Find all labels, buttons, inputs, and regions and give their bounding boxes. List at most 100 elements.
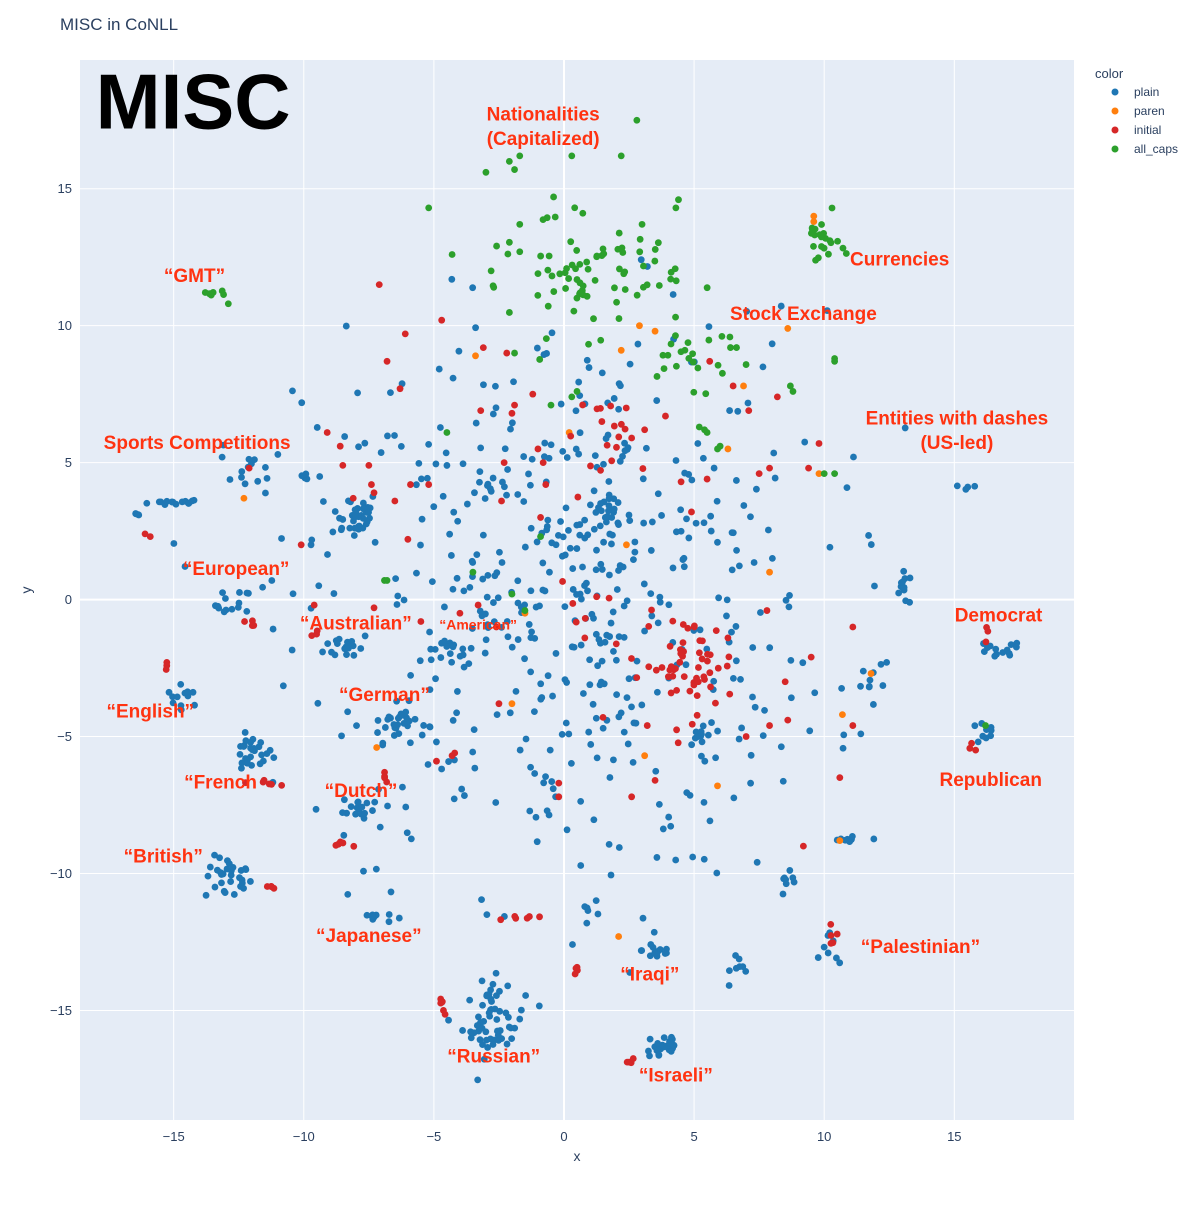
data-point-plain bbox=[558, 552, 566, 560]
data-point-plain bbox=[660, 1034, 668, 1041]
data-point-plain bbox=[605, 840, 613, 848]
data-point-plain bbox=[619, 452, 626, 460]
y-tick-label: −15 bbox=[50, 1003, 72, 1018]
data-point-plain bbox=[779, 777, 787, 785]
data-point-plain bbox=[163, 497, 171, 505]
data-point-plain bbox=[398, 711, 406, 719]
data-point-plain bbox=[516, 1015, 524, 1023]
data-point-plain bbox=[365, 508, 372, 516]
data-point-paren bbox=[636, 322, 643, 330]
data-point-plain bbox=[539, 559, 547, 567]
data-point-plain bbox=[374, 717, 382, 724]
data-point-plain bbox=[601, 514, 609, 521]
data-point-plain bbox=[527, 524, 535, 532]
data-point-plain bbox=[405, 697, 413, 705]
data-point-plain bbox=[653, 854, 661, 861]
data-point-plain bbox=[520, 498, 528, 505]
data-point-all_caps bbox=[726, 333, 734, 341]
data-point-all_caps bbox=[714, 361, 722, 369]
data-point-initial bbox=[766, 722, 773, 729]
data-point-initial bbox=[645, 663, 653, 671]
legend-item-all_caps[interactable]: all_caps bbox=[1111, 142, 1179, 156]
data-point-plain bbox=[654, 490, 662, 498]
data-point-all_caps bbox=[690, 388, 698, 396]
data-point-plain bbox=[504, 633, 512, 641]
data-point-plain bbox=[363, 799, 371, 807]
data-point-plain bbox=[472, 419, 480, 427]
data-point-plain bbox=[806, 727, 814, 735]
data-point-plain bbox=[188, 497, 196, 505]
data-point-plain bbox=[438, 765, 446, 773]
data-point-plain bbox=[753, 858, 761, 866]
data-point-plain bbox=[508, 1035, 516, 1043]
data-point-plain bbox=[865, 532, 872, 539]
data-point-all_caps bbox=[573, 276, 581, 283]
data-point-initial bbox=[492, 623, 500, 631]
legend-item-paren[interactable]: paren bbox=[1111, 104, 1165, 118]
data-point-plain bbox=[313, 424, 321, 431]
data-point-plain bbox=[315, 582, 323, 590]
data-point-all_caps bbox=[742, 361, 750, 368]
data-point-plain bbox=[683, 515, 690, 523]
data-point-plain bbox=[576, 531, 584, 539]
data-point-plain bbox=[573, 545, 581, 552]
data-point-plain bbox=[562, 719, 570, 727]
data-point-plain bbox=[638, 701, 646, 709]
data-point-all_caps bbox=[831, 470, 839, 477]
data-point-all_caps bbox=[469, 568, 477, 576]
data-point-plain bbox=[610, 756, 617, 764]
data-point-plain bbox=[739, 963, 747, 971]
data-point-plain bbox=[596, 522, 604, 530]
data-point-plain bbox=[659, 1041, 666, 1049]
data-point-plain bbox=[859, 667, 867, 675]
data-point-initial bbox=[972, 746, 980, 754]
data-point-plain bbox=[368, 913, 376, 921]
data-point-all_caps bbox=[570, 307, 578, 315]
annotation-label: “British” bbox=[124, 847, 203, 868]
data-point-all_caps bbox=[685, 354, 693, 362]
data-point-plain bbox=[582, 579, 590, 587]
data-point-initial bbox=[500, 459, 508, 467]
data-point-plain bbox=[484, 571, 492, 579]
data-point-initial bbox=[479, 344, 487, 351]
data-point-all_caps bbox=[584, 265, 592, 273]
data-point-paren bbox=[641, 752, 649, 760]
data-point-initial bbox=[313, 630, 320, 638]
data-point-initial bbox=[248, 622, 256, 629]
data-point-all_caps bbox=[539, 216, 547, 224]
data-point-plain bbox=[324, 640, 332, 647]
data-point-plain bbox=[672, 457, 680, 464]
data-point-all_caps bbox=[982, 722, 989, 729]
data-point-plain bbox=[177, 702, 185, 710]
data-point-plain bbox=[453, 709, 461, 717]
data-point-plain bbox=[479, 1001, 486, 1009]
data-point-plain bbox=[533, 838, 541, 846]
data-point-plain bbox=[552, 650, 560, 657]
legend-item-initial[interactable]: initial bbox=[1111, 123, 1162, 137]
data-point-initial bbox=[706, 651, 714, 659]
data-point-plain bbox=[376, 823, 384, 831]
data-point-initial bbox=[745, 407, 753, 414]
data-point-plain bbox=[439, 492, 447, 500]
y-tick-label: 0 bbox=[65, 592, 72, 607]
legend-item-plain[interactable]: plain bbox=[1111, 85, 1160, 99]
data-point-plain bbox=[496, 1007, 504, 1015]
data-point-plain bbox=[214, 602, 222, 610]
data-point-plain bbox=[508, 643, 516, 651]
data-point-initial bbox=[523, 914, 531, 922]
data-point-plain bbox=[593, 754, 601, 762]
data-point-plain bbox=[713, 869, 721, 877]
data-point-initial bbox=[456, 609, 464, 617]
data-point-plain bbox=[583, 919, 591, 927]
data-point-all_caps bbox=[579, 209, 587, 217]
data-point-initial bbox=[608, 457, 616, 465]
data-point-all_caps bbox=[556, 270, 564, 278]
data-point-all_caps bbox=[550, 193, 557, 201]
data-point-plain bbox=[470, 726, 478, 734]
data-point-plain bbox=[634, 340, 642, 348]
data-point-plain bbox=[336, 514, 343, 522]
data-point-initial bbox=[536, 913, 543, 921]
data-point-initial bbox=[679, 621, 687, 628]
data-point-plain bbox=[395, 730, 403, 738]
data-point-plain bbox=[596, 681, 604, 689]
